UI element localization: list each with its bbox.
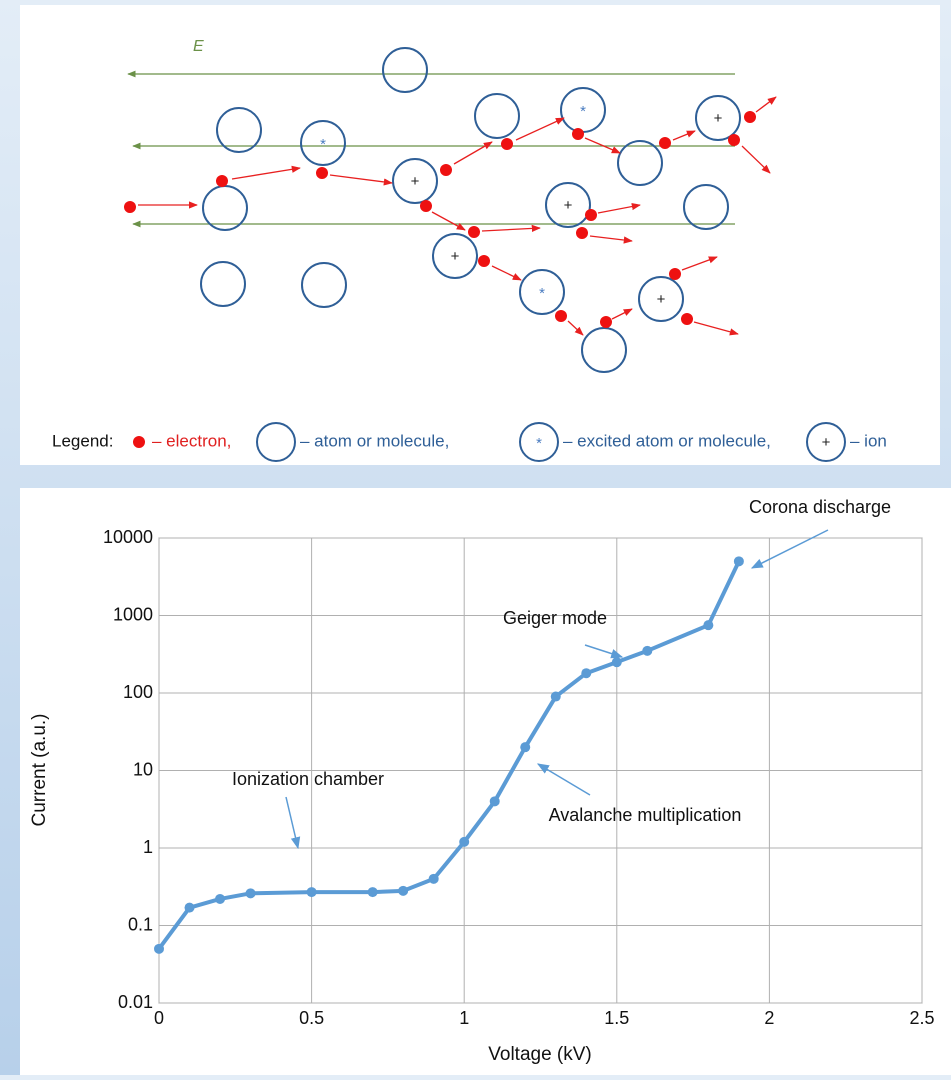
y-tick-label: 10000 [103,527,153,547]
legend-excited: – excited atom or molecule, [563,431,771,450]
annotation: Ionization chamber [232,769,384,789]
data-point [703,620,714,631]
y-tick-label: 0.1 [128,914,153,934]
y-axis-label: Current (a.u.) [29,714,50,827]
y-tick-label: 1000 [113,604,153,624]
data-point [367,887,378,898]
annotation: Avalanche multiplication [549,805,742,825]
excited-symbol: * [580,103,586,120]
excited-symbol: * [539,285,545,302]
particles: * * * + + + + + [200,47,741,373]
data-point [245,888,256,899]
ion-symbol: + [714,110,723,127]
data-point [459,836,470,847]
data-line [157,560,741,951]
data-point [215,893,226,904]
field-label: E [193,38,204,55]
ion-symbol: + [564,197,573,214]
x-tick-label: 0 [154,1008,164,1028]
data-point [733,556,744,567]
data-point [520,742,531,753]
x-tick-label: 0.5 [299,1008,324,1028]
electrons [124,111,756,328]
legend: Legend: – electron, – atom or molecule, … [52,422,887,462]
annotation-arrow [750,529,829,569]
electron-paths [138,96,777,336]
chart-panel: Voltage (kV) Current (a.u.) 0.01 0.1 1 10 10… [20,488,951,1075]
excited-symbol: * [536,435,542,452]
legend-ion: – ion [850,431,887,450]
x-tick-label: 2.5 [909,1008,934,1028]
data-point [398,885,409,896]
annotation: Corona discharge [749,497,891,517]
y-tick-label: 0.01 [118,992,153,1012]
annotation-arrow [285,796,301,850]
diagram: E * * * + + + + + [52,38,887,462]
excited-symbol: * [320,136,326,153]
field-lines [127,70,735,228]
data-point [581,668,592,679]
annotation: Geiger mode [503,608,607,628]
data-point [611,657,622,668]
x-tick-label: 2 [764,1008,774,1028]
y-tick-label: 1 [143,837,153,857]
chart: Voltage (kV) Current (a.u.) 0.010.111010… [29,497,935,1065]
x-tick-label: 1.5 [604,1008,629,1028]
data-point [184,902,195,913]
legend-electron: – electron, [152,431,231,450]
x-tick-label: 1 [459,1008,469,1028]
annotation-arrow [584,644,624,659]
ion-symbol: + [411,173,420,190]
data-point [154,943,164,954]
diagram-panel: E * * * + + + + + [20,5,940,465]
annotation-arrow [536,763,591,796]
data-point [428,873,439,884]
y-tick-label: 10 [133,759,153,779]
data-point [489,796,500,807]
ion-symbol: + [822,434,831,451]
data-point [642,645,653,656]
ion-symbol: + [657,291,666,308]
legend-atom: – atom or molecule, [300,431,449,450]
data-point [550,691,561,702]
y-tick-label: 100 [123,682,153,702]
data-point [306,887,317,898]
x-axis-label: Voltage (kV) [488,1044,592,1065]
ion-symbol: + [451,248,460,265]
legend-title: Legend: [52,431,113,450]
